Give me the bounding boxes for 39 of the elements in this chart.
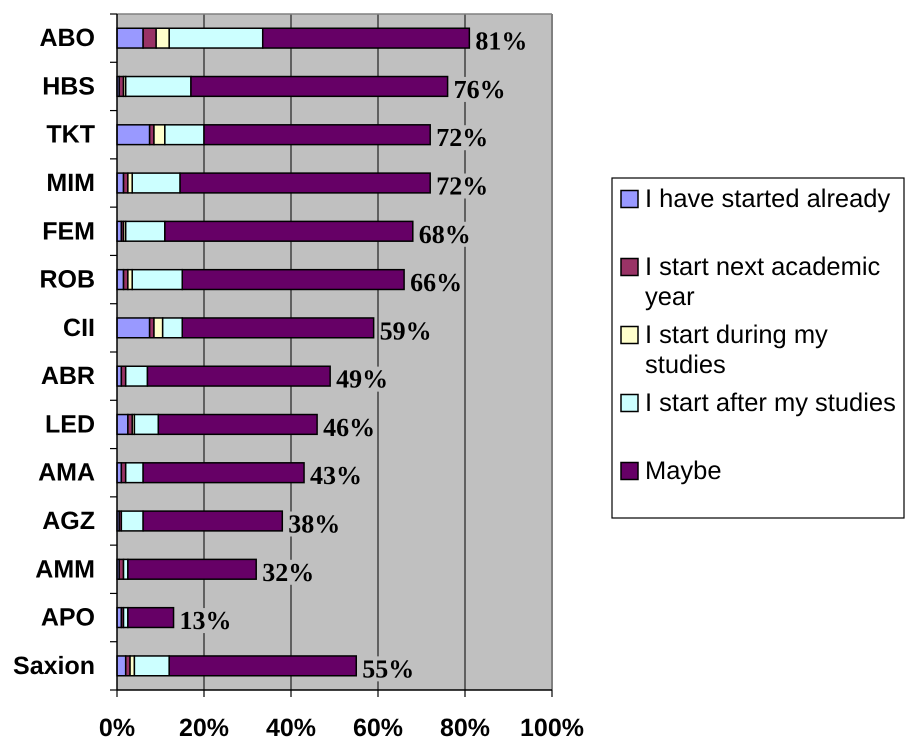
total-label: 68%: [418, 220, 471, 249]
total-label: 66%: [410, 268, 462, 298]
y-tick-label: ABO: [39, 24, 95, 52]
total-label: 49%: [336, 364, 388, 394]
y-tick-label: APO: [40, 604, 95, 632]
x-tick-label: 20%: [178, 714, 230, 742]
x-tick-label: 60%: [352, 714, 404, 742]
y-tick-label: FEM: [42, 217, 95, 246]
total-label: 13%: [180, 606, 232, 636]
legend-label: I start after my studies: [645, 389, 896, 417]
y-tick-label: AGZ: [42, 507, 95, 535]
y-tick-label: Saxion: [13, 652, 95, 680]
y-tick-label: ABR: [40, 362, 95, 390]
y-tick-label: ROB: [39, 266, 95, 294]
y-tick-label: HBS: [42, 72, 95, 100]
total-label: 59%: [380, 316, 432, 346]
y-tick-label: TKT: [46, 120, 95, 149]
y-tick-label: AMA: [38, 458, 95, 487]
y-tick-label: AMM: [35, 555, 95, 584]
y-tick-label: LED: [45, 410, 95, 438]
total-label: 32%: [262, 558, 314, 587]
y-tick-label: MIM: [46, 169, 95, 197]
total-label: 46%: [323, 412, 376, 442]
x-tick-label: 100%: [520, 714, 584, 742]
legend-label: I start next academic year: [645, 253, 881, 311]
total-label: 55%: [362, 654, 414, 684]
x-tick-label: 80%: [440, 714, 490, 742]
y-tick-label: CII: [63, 314, 95, 342]
total-label: 72%: [436, 123, 488, 152]
total-label: 76%: [454, 74, 506, 104]
total-label: 72%: [436, 172, 488, 200]
legend-label: Maybe: [645, 457, 722, 485]
x-tick-label: 40%: [266, 714, 316, 742]
total-label: 38%: [288, 510, 340, 538]
legend-label: I have started already: [645, 185, 890, 213]
legend-label: I start during my studies: [645, 321, 828, 379]
x-tick-label: 0%: [98, 714, 136, 742]
total-label: 81%: [475, 26, 528, 56]
total-label: 43%: [310, 461, 362, 490]
